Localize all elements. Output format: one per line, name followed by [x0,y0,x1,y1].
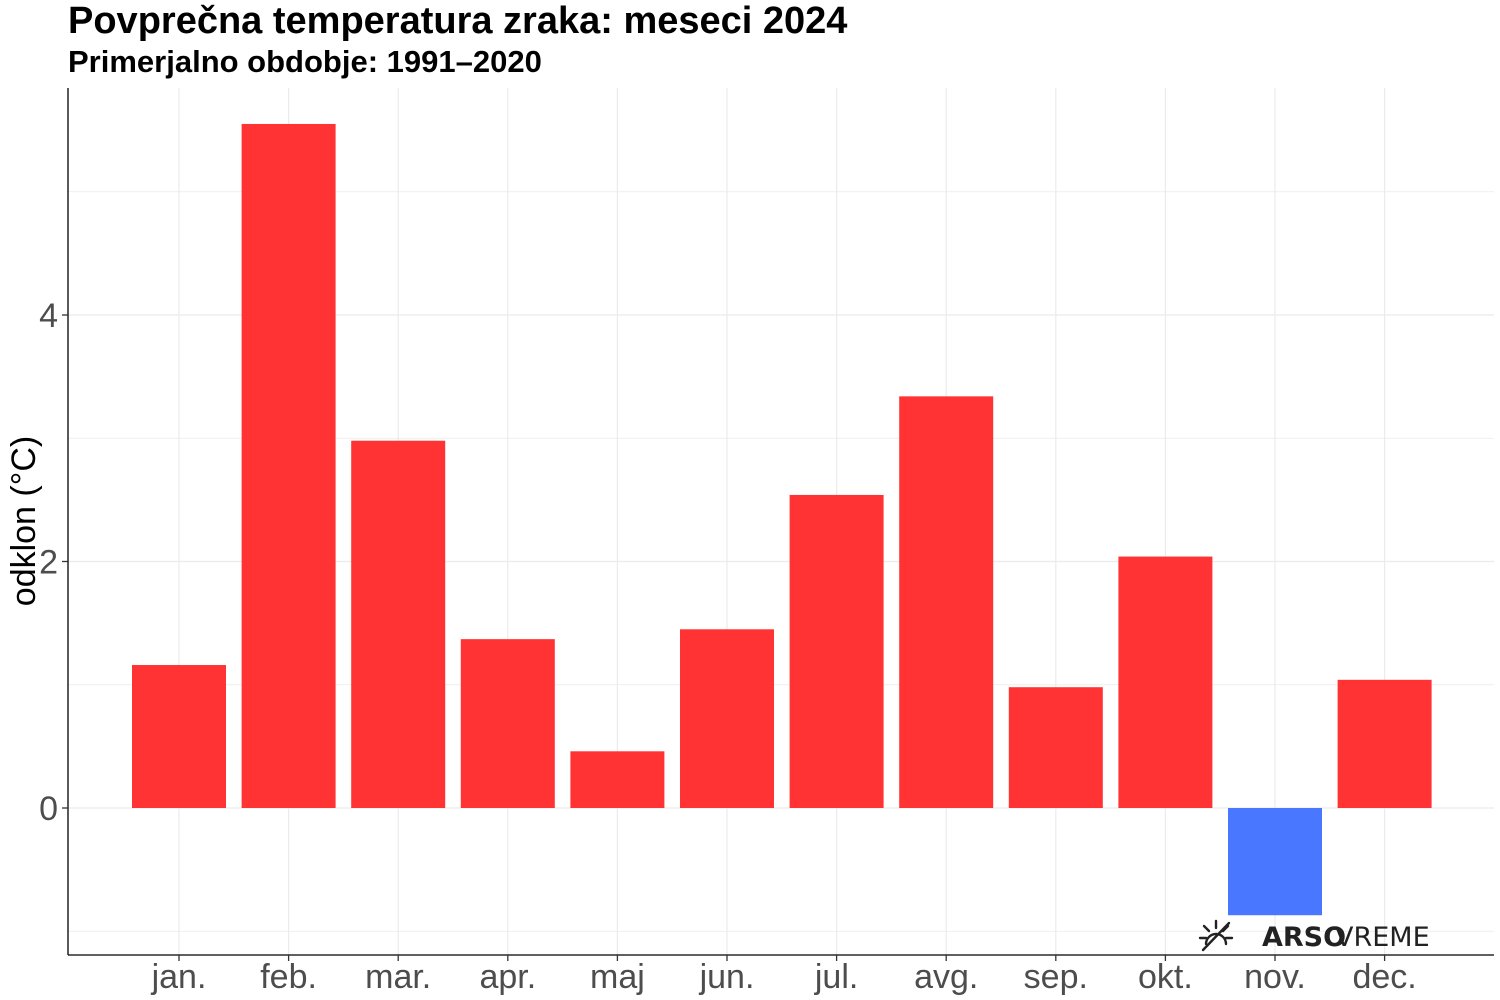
logo-text-arso: ARSO [1262,922,1346,953]
x-tick-label: dec. [1352,958,1416,996]
x-tick-label: jun. [699,958,755,996]
x-tick-label: okt. [1138,958,1193,996]
bar-jan [132,665,226,808]
bar-okt [1118,556,1213,808]
bar-maj [570,751,665,808]
y-tick-label: 0 [39,790,58,828]
x-tick-label: jan. [151,958,207,996]
chart-title: Povprečna temperatura zraka: meseci 2024 [68,0,848,42]
x-tick-label: sep. [1024,958,1088,996]
sun-icon [1198,919,1234,952]
bar-apr [460,639,555,808]
y-axis-title: odklon (°C) [5,436,43,606]
chart-subtitle: Primerjalno obdobje: 1991–2020 [68,44,542,79]
bar-jul [789,494,884,808]
bar-nov [1228,808,1322,916]
x-tick-label: feb. [260,958,317,996]
x-tick-label: jul. [814,958,858,996]
x-tick-label: avg. [914,958,978,996]
x-tick-label: mar. [365,958,431,996]
bar-avg [899,396,994,808]
bars [132,123,1432,916]
bar-mar [351,440,446,808]
bar-jun [680,629,774,808]
x-tick-label: maj [590,958,645,996]
y-ticks: 0 2 4 [39,297,68,828]
y-tick-label: 2 [39,544,58,582]
arso-vreme-logo: ARSO VREME [1198,919,1430,953]
bar-dec [1337,679,1432,808]
y-tick-label: 4 [39,297,58,335]
logo-text-vreme: VREME [1335,922,1430,953]
axes [67,88,1494,956]
bar-feb [241,123,336,808]
x-tick-label: apr. [479,958,536,996]
bar-sep [1008,687,1103,808]
x-ticks: jan. feb. mar. apr. maj jun. jul. avg. sep. okt. n… [151,955,1417,996]
x-tick-label: nov. [1244,958,1306,996]
